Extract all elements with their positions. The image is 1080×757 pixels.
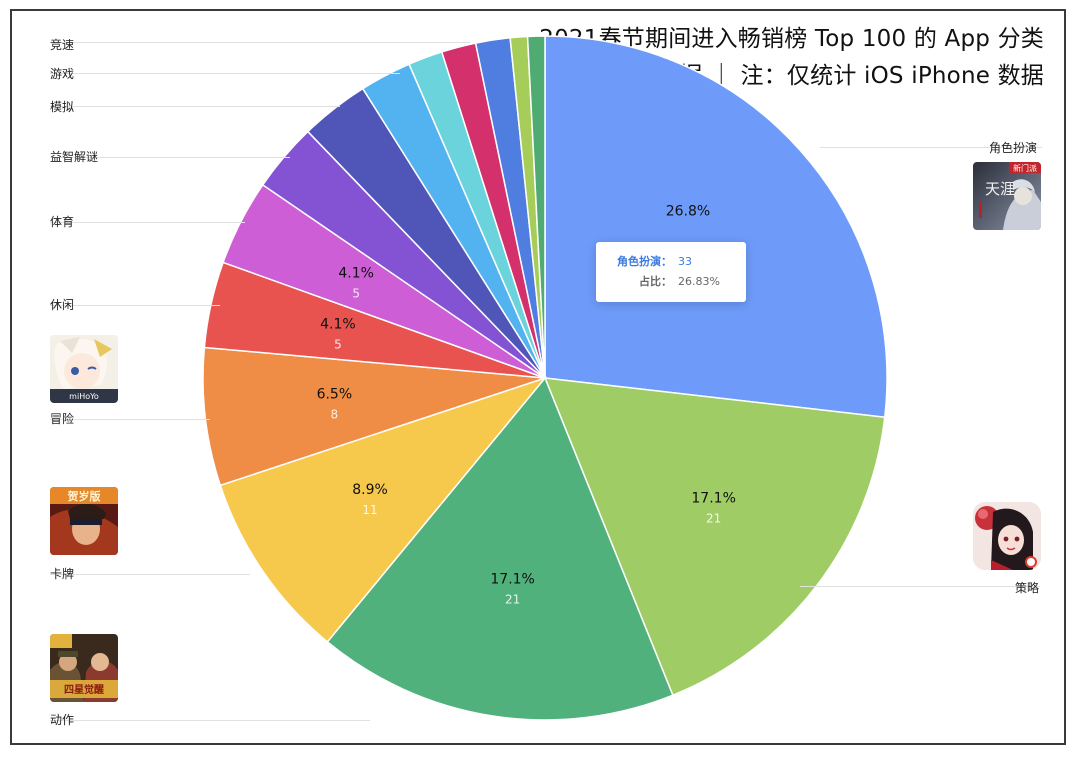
leader-line (50, 222, 245, 223)
leader-line (50, 73, 400, 74)
pie-slice[interactable] (202, 346, 546, 487)
tooltip-value: 33 (678, 255, 692, 268)
svg-text:miHoYo: miHoYo (69, 392, 99, 401)
slice-value-label: 11 (362, 503, 377, 517)
slice-value-label: 5 (334, 337, 342, 351)
slice-value-label: 21 (706, 512, 721, 526)
pie-slice[interactable] (543, 377, 886, 697)
leader-line (800, 586, 1040, 587)
leader-line (820, 147, 1042, 148)
svg-text:四星觉醒: 四星觉醒 (64, 683, 104, 696)
category-label-simulation: 模拟 (50, 100, 75, 114)
leader-line (50, 720, 370, 721)
svg-text:贺岁版: 贺岁版 (67, 489, 101, 503)
pie-slice[interactable] (326, 376, 674, 721)
slice-percent-label: 4.1% (320, 316, 356, 332)
category-label-game: 游戏 (50, 67, 75, 81)
category-label-action: 动作 (50, 713, 75, 727)
genshin-game-icon: miHoYo (50, 335, 118, 403)
tianya-game-icon: 新门派 天涯 (973, 162, 1041, 230)
leader-line (50, 419, 210, 420)
tooltip-category: 角色扮演： (617, 255, 672, 268)
category-label-puzzle: 益智解谜 (50, 150, 99, 164)
category-label-rpg: 角色扮演 (989, 141, 1038, 155)
pie-slice[interactable] (526, 35, 546, 379)
leader-line (50, 42, 470, 43)
slice-percent-label: 17.1% (691, 491, 735, 507)
slice-percent-label: 26.8% (666, 204, 710, 220)
slice-tooltip: 角色扮演： 33 占比： 26.83% (596, 242, 746, 302)
category-label-adventure: 冒险 (50, 412, 75, 426)
slice-value-label: 5 (352, 286, 360, 300)
category-label-strategy: 策略 (1015, 581, 1040, 595)
slice-percent-label: 17.1% (490, 572, 534, 588)
leader-line (50, 305, 220, 306)
sanguo-card-game-icon: 贺岁版 (50, 487, 118, 555)
slice-percent-label: 4.1% (338, 265, 374, 281)
category-label-sports: 体育 (50, 215, 75, 229)
leader-line (50, 106, 340, 107)
slice-value-label: 21 (505, 593, 520, 607)
leader-line (50, 574, 250, 575)
slice-percent-label: 6.5% (317, 386, 353, 402)
category-label-card: 卡牌 (50, 567, 75, 581)
category-label-casual: 休闲 (50, 298, 75, 312)
svg-text:天涯: 天涯 (985, 180, 1015, 198)
chart-frame (10, 9, 1066, 745)
slice-percent-label: 8.9% (352, 482, 388, 498)
category-label-racing: 竞速 (50, 38, 75, 52)
leader-line (50, 157, 290, 158)
pie-slice[interactable] (544, 35, 888, 419)
pie-slice[interactable] (219, 376, 548, 643)
slice-value-label: 8 (331, 407, 339, 421)
tooltip-share-value: 26.83% (678, 275, 720, 288)
tooltip-share-label: 占比： (639, 275, 672, 288)
peace-elite-game-icon: 四星觉醒 (50, 634, 118, 702)
onmyoji-game-icon (973, 502, 1041, 570)
svg-text:新门派: 新门派 (1013, 163, 1037, 173)
